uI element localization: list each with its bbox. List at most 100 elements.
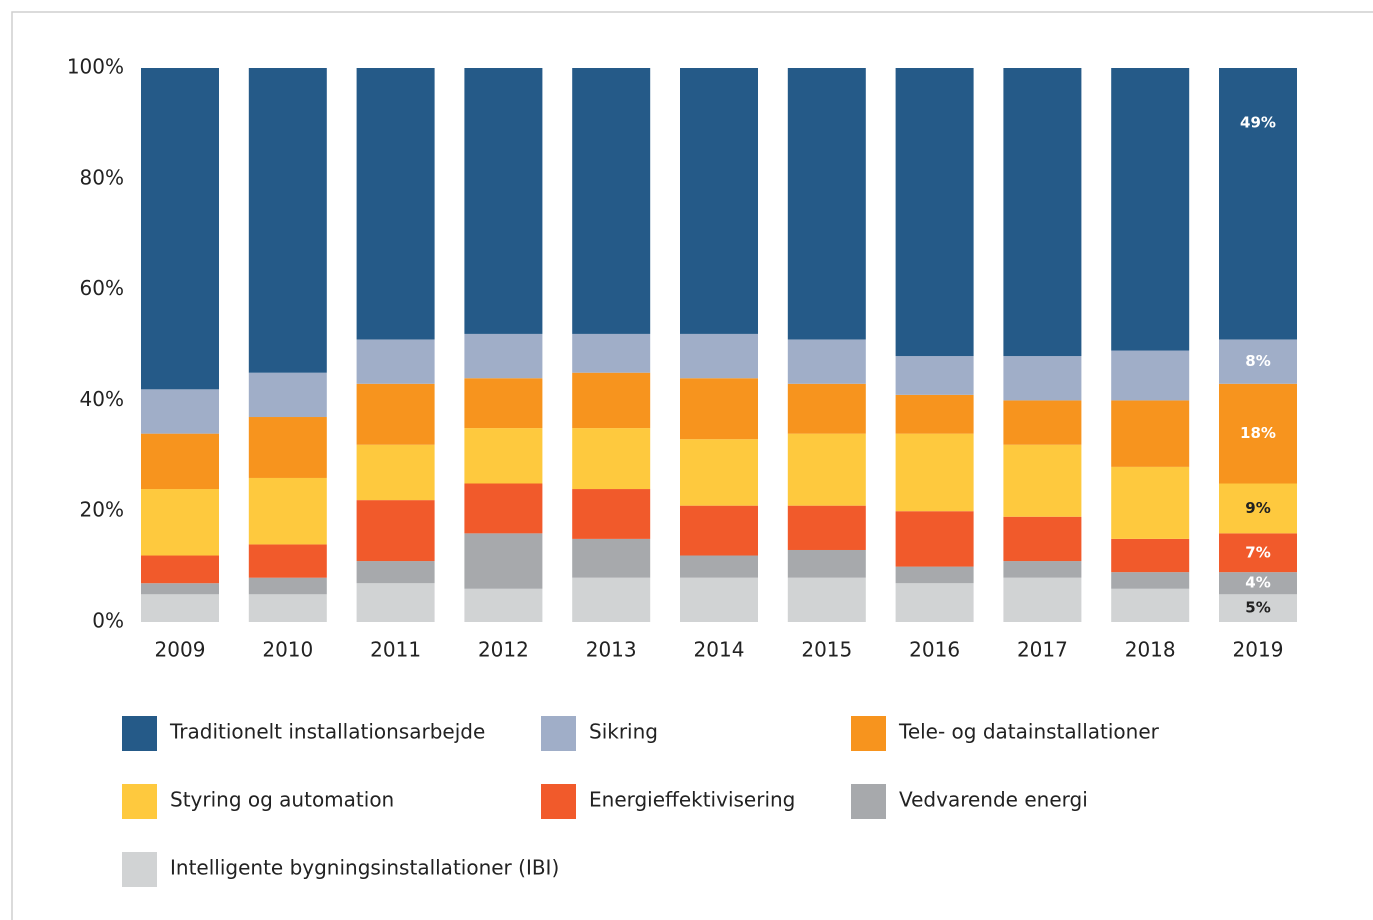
bar-segment: [356, 444, 435, 501]
data-label: 49%: [1240, 114, 1276, 132]
bar-segment: [464, 428, 543, 484]
bar-segment: [1219, 68, 1297, 340]
bar-segment: [248, 68, 327, 373]
bar-segment: [1003, 561, 1082, 578]
y-tick-label: 60%: [80, 276, 124, 300]
bar-segment: [1111, 572, 1190, 589]
x-tick-label: 2015: [801, 638, 852, 662]
legend-swatch: [851, 784, 886, 819]
data-label: 8%: [1245, 352, 1270, 370]
x-tick-label: 2014: [694, 638, 745, 662]
data-label: 9%: [1245, 499, 1270, 517]
bar-segment: [572, 333, 651, 373]
bar-segment: [680, 333, 758, 379]
legend-swatch: [541, 784, 576, 819]
y-tick-label: 0%: [92, 609, 124, 633]
bar-segment: [572, 428, 651, 490]
bar-segment: [356, 383, 435, 445]
bar-segment: [1219, 483, 1297, 534]
y-tick-label: 40%: [80, 387, 124, 411]
bar-segment: [248, 477, 327, 545]
bar-segment: [464, 483, 543, 534]
bar-segment: [1219, 594, 1297, 622]
x-tick-label: 2012: [478, 638, 529, 662]
bar-segment: [1111, 400, 1190, 467]
bar-segment: [248, 594, 327, 622]
bar-segment: [895, 394, 974, 434]
bar-segment: [787, 505, 866, 550]
bar-segment: [464, 68, 543, 334]
bar-segment: [141, 583, 219, 595]
bar-segment: [572, 538, 651, 578]
legend-label: Tele- og datainstallationer: [898, 720, 1160, 744]
bar-segment: [787, 549, 866, 578]
bar-segment: [356, 339, 435, 384]
bar-segment: [1003, 444, 1082, 517]
bar-segment: [464, 588, 543, 622]
legend-label: Sikring: [589, 720, 658, 744]
data-label: 4%: [1245, 574, 1270, 592]
y-tick-label: 20%: [80, 498, 124, 522]
bar-segment: [572, 68, 651, 334]
bar-segment: [248, 577, 327, 595]
bar-segment: [1219, 383, 1297, 484]
bar-segment: [1003, 68, 1082, 357]
bar-segment: [787, 68, 866, 340]
bar-segment: [572, 489, 651, 539]
bar-segment: [572, 577, 651, 622]
bar-segment: [141, 389, 219, 434]
bar-segment: [787, 339, 866, 384]
bar-segment: [787, 383, 866, 434]
data-label: 5%: [1245, 599, 1270, 617]
y-tick-label: 80%: [80, 165, 124, 189]
bar-segment: [141, 594, 219, 622]
bar-segment: [680, 505, 758, 556]
bar-segment: [787, 433, 866, 506]
legend-label: Traditionelt installationsarbejde: [169, 720, 485, 744]
bar-segment: [680, 577, 758, 622]
bar-segment: [464, 378, 543, 429]
bar-segment: [1111, 68, 1190, 351]
bar-segment: [1111, 588, 1190, 622]
bar-segment: [1219, 339, 1297, 384]
bar-segment: [787, 577, 866, 622]
bar-segment: [1003, 516, 1082, 562]
y-tick-label: 100%: [67, 55, 124, 79]
bar-segment: [895, 68, 974, 357]
bar-segment: [141, 68, 219, 390]
bar-segment: [572, 372, 651, 429]
bar-segment: [356, 561, 435, 584]
legend-swatch: [851, 716, 886, 751]
bar-segment: [141, 433, 219, 490]
data-label: 18%: [1240, 424, 1276, 442]
bar-segment: [680, 439, 758, 506]
bar-segment: [680, 378, 758, 440]
legend-label: Intelligente bygningsinstallationer (IBI…: [170, 856, 559, 880]
x-tick-label: 2010: [262, 638, 313, 662]
bar-segment: [356, 500, 435, 562]
bar-segment: [1003, 356, 1082, 401]
legend-swatch: [122, 784, 157, 819]
bar-segment: [464, 533, 543, 589]
bar-segment: [1219, 572, 1297, 595]
bar-segment: [464, 333, 543, 379]
x-tick-label: 2011: [370, 638, 421, 662]
legend-swatch: [122, 852, 157, 887]
frame: [11, 11, 1373, 920]
legend-swatch: [541, 716, 576, 751]
data-label: 7%: [1245, 543, 1270, 561]
bar-segment: [356, 583, 435, 622]
x-tick-label: 2019: [1233, 638, 1284, 662]
x-tick-label: 2013: [586, 638, 637, 662]
bar-segment: [895, 433, 974, 512]
bar-segment: [895, 566, 974, 584]
bar-segment: [1003, 400, 1082, 445]
bar-segment: [895, 583, 974, 622]
legend-swatch: [122, 716, 157, 751]
x-tick-label: 2018: [1125, 638, 1176, 662]
x-tick-label: 2009: [155, 638, 206, 662]
bar-segment: [1111, 466, 1190, 539]
bar-segment: [895, 356, 974, 395]
bar-segment: [1111, 350, 1190, 401]
